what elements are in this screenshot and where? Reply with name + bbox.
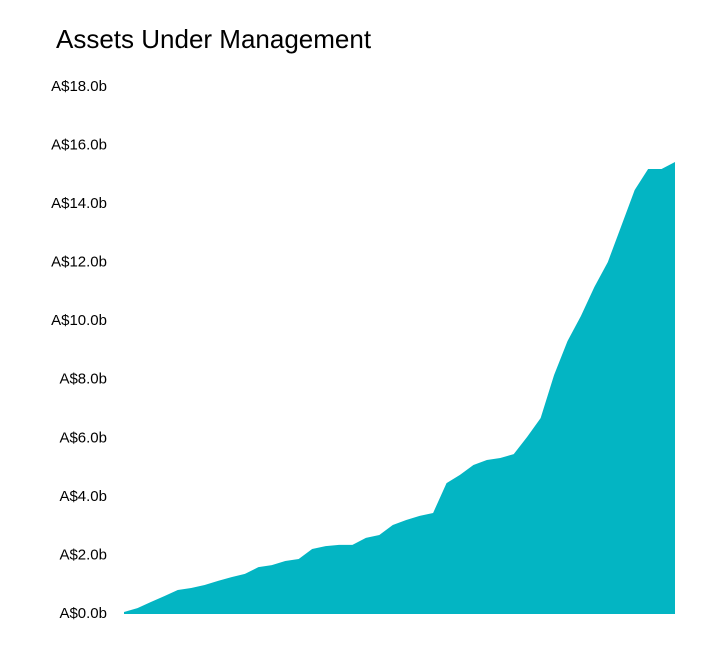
y-tick-label: A$14.0b [51,195,107,212]
y-tick-label: A$4.0b [59,488,107,505]
area [124,161,675,614]
y-tick-label: A$8.0b [59,371,107,388]
y-tick-label: A$10.0b [51,312,107,329]
chart-title: Assets Under Management [56,24,372,54]
y-tick-label: A$2.0b [59,546,107,563]
y-tick-label: A$18.0b [51,78,107,95]
y-tick-label: A$16.0b [51,137,107,154]
y-tick-label: A$0.0b [59,605,107,622]
y-tick-label: A$12.0b [51,254,107,271]
y-tick-label: A$6.0b [59,429,107,446]
